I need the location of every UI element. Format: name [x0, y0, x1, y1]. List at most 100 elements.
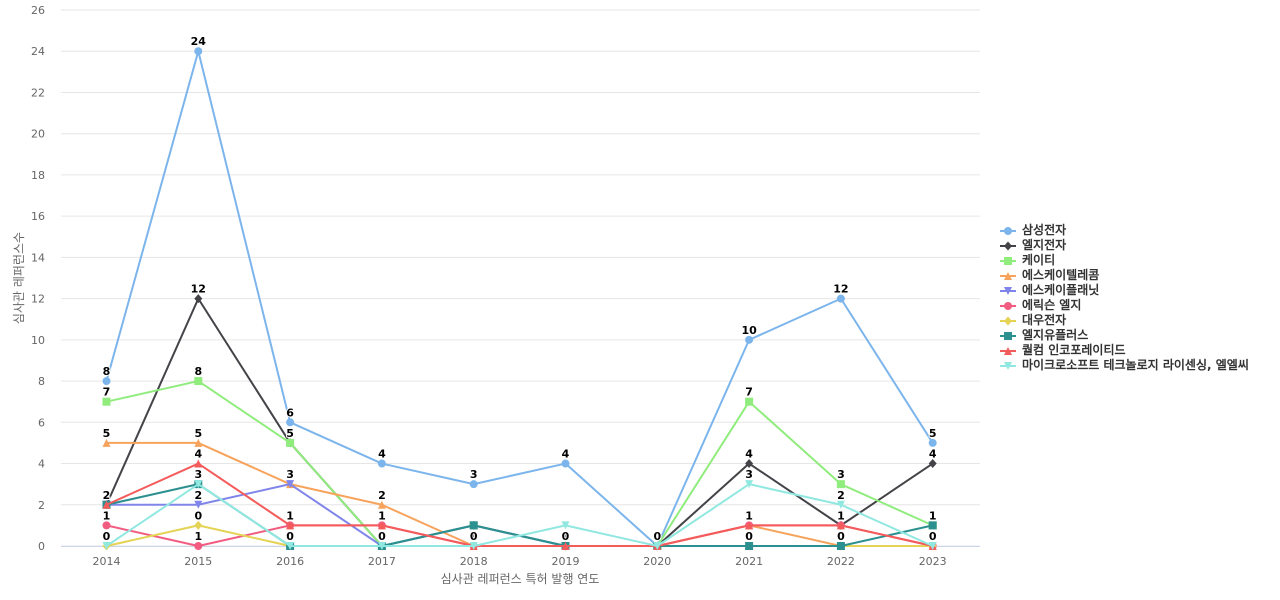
y-tick-label: 26	[31, 4, 45, 17]
data-point[interactable]	[745, 397, 754, 406]
legend-marker-icon	[1004, 286, 1012, 295]
legend-item-6[interactable]: 에릭슨 엘지	[1000, 298, 1249, 313]
legend-marker-icon	[1004, 301, 1012, 310]
series-4[interactable]	[102, 438, 937, 550]
grid-lines	[61, 9, 980, 547]
data-point[interactable]	[286, 418, 295, 427]
data-point[interactable]	[102, 542, 111, 550]
series-10[interactable]	[102, 480, 937, 550]
data-point[interactable]	[836, 542, 845, 550]
legend-item-8[interactable]: 엘지유플러스	[1000, 328, 1249, 343]
x-tick-label: 2020	[643, 555, 671, 568]
legend-item-4[interactable]: 에스케이텔레콤	[1000, 268, 1249, 283]
data-point[interactable]	[469, 480, 478, 489]
data-point[interactable]	[836, 500, 845, 509]
data-point[interactable]	[377, 521, 386, 530]
data-point[interactable]	[194, 459, 203, 468]
data-point[interactable]	[561, 459, 570, 468]
data-point[interactable]	[561, 542, 570, 550]
data-point[interactable]	[102, 397, 111, 406]
data-point[interactable]	[286, 438, 295, 447]
data-point[interactable]	[102, 438, 111, 447]
data-label: 2	[837, 489, 845, 502]
legend-swatch	[1000, 226, 1016, 235]
data-point[interactable]	[194, 480, 203, 489]
data-label: 5	[103, 427, 111, 440]
data-point[interactable]	[836, 521, 845, 530]
legend-marker-icon	[1004, 271, 1012, 280]
series-line[interactable]	[105, 483, 934, 547]
data-point[interactable]	[745, 542, 754, 550]
data-point[interactable]	[745, 459, 754, 469]
legend-label: 대우전자	[1022, 313, 1067, 327]
y-tick-label: 22	[31, 86, 45, 99]
legend-item-9[interactable]: 퀄컴 인코포레이티드	[1000, 343, 1249, 358]
data-label: 4	[745, 448, 753, 461]
x-tick-label: 2022	[827, 555, 855, 568]
data-point[interactable]	[286, 521, 295, 530]
data-point[interactable]	[286, 480, 295, 489]
data-label: 3	[745, 468, 753, 481]
series-line[interactable]	[105, 483, 934, 547]
x-tick-label: 2021	[735, 555, 763, 568]
data-point[interactable]	[469, 542, 478, 550]
data-point[interactable]	[561, 521, 570, 530]
data-label: 3	[837, 468, 845, 481]
y-tick-label: 2	[38, 499, 45, 512]
data-point[interactable]	[377, 542, 386, 550]
y-tick-label: 20	[31, 128, 45, 141]
data-point[interactable]	[928, 459, 937, 469]
legend-label: 엘지유플러스	[1022, 328, 1089, 342]
legend-swatch	[1000, 331, 1016, 340]
data-point[interactable]	[194, 500, 203, 509]
legend-item-2[interactable]: 엘지전자	[1000, 238, 1249, 253]
data-point[interactable]	[836, 294, 845, 303]
data-point[interactable]	[745, 480, 754, 489]
legend-label: 에스케이텔레콤	[1022, 268, 1100, 282]
data-point[interactable]	[653, 542, 662, 550]
legend-item-5[interactable]: 에스케이플래닛	[1000, 283, 1249, 298]
x-tick-label: 2017	[368, 555, 396, 568]
legend-swatch	[1000, 316, 1016, 325]
data-point[interactable]	[102, 521, 111, 530]
data-label: 0	[194, 509, 202, 522]
data-point[interactable]	[836, 480, 845, 489]
series-line[interactable]	[105, 441, 934, 547]
data-point[interactable]	[928, 521, 937, 530]
data-point[interactable]	[286, 542, 295, 550]
legend-swatch	[1000, 256, 1016, 265]
data-point[interactable]	[745, 335, 754, 344]
data-label: 0	[562, 530, 570, 543]
y-tick-label: 8	[38, 375, 45, 388]
data-label: 1	[837, 509, 845, 522]
data-point[interactable]	[194, 520, 203, 530]
legend-label: 마이크로소프트 테크놀로지 라이센싱, 엘엘씨	[1022, 358, 1249, 372]
data-point[interactable]	[469, 521, 478, 530]
data-point[interactable]	[102, 500, 111, 509]
data-point[interactable]	[194, 377, 203, 386]
y-tick-label: 0	[38, 540, 45, 553]
data-label: 5	[286, 427, 294, 440]
data-point[interactable]	[377, 500, 386, 509]
data-point[interactable]	[928, 438, 937, 447]
data-point[interactable]	[102, 377, 111, 386]
data-point[interactable]	[194, 542, 203, 550]
legend-item-1[interactable]: 삼성전자	[1000, 223, 1249, 238]
series-line[interactable]	[105, 462, 934, 547]
legend-swatch	[1000, 301, 1016, 310]
data-point[interactable]	[928, 542, 937, 550]
data-point[interactable]	[194, 294, 203, 304]
data-point[interactable]	[194, 438, 203, 447]
data-point[interactable]	[194, 47, 203, 56]
series-line[interactable]	[105, 483, 934, 547]
legend-item-10[interactable]: 마이크로소프트 테크놀로지 라이센싱, 엘엘씨	[1000, 358, 1249, 373]
legend-marker-icon	[1004, 346, 1012, 355]
data-label: 12	[833, 283, 848, 296]
data-label: 1	[378, 509, 386, 522]
series-line[interactable]	[105, 50, 934, 547]
legend-item-3[interactable]: 케이티	[1000, 253, 1249, 268]
data-point[interactable]	[745, 521, 754, 530]
legend-label: 에릭슨 엘지	[1022, 298, 1082, 312]
data-point[interactable]	[377, 459, 386, 468]
legend-item-7[interactable]: 대우전자	[1000, 313, 1249, 328]
